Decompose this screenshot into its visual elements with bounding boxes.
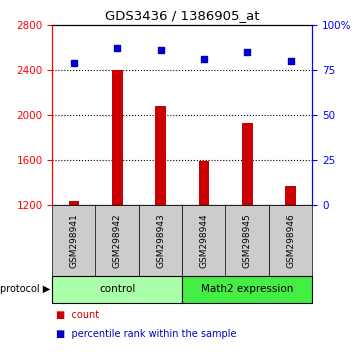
Bar: [69, 201, 79, 205]
Bar: [52, 205, 96, 276]
Text: GSM298942: GSM298942: [113, 213, 122, 268]
Title: GDS3436 / 1386905_at: GDS3436 / 1386905_at: [105, 9, 260, 22]
Text: GSM298946: GSM298946: [286, 213, 295, 268]
Text: GSM298944: GSM298944: [200, 213, 208, 268]
Text: ■  percentile rank within the sample: ■ percentile rank within the sample: [56, 329, 236, 339]
Bar: [242, 123, 253, 205]
Bar: [225, 205, 269, 276]
Point: [71, 60, 77, 65]
Bar: [269, 205, 312, 276]
Text: GSM298945: GSM298945: [243, 213, 252, 268]
Point: [288, 58, 293, 64]
Text: protocol ▶: protocol ▶: [0, 284, 50, 295]
Point: [244, 49, 250, 55]
Bar: [95, 205, 139, 276]
Bar: [285, 186, 296, 205]
Point: [158, 47, 164, 53]
Point: [114, 45, 120, 51]
Bar: [155, 106, 166, 205]
Text: control: control: [99, 284, 135, 295]
Text: GSM298941: GSM298941: [70, 213, 78, 268]
Bar: [199, 161, 209, 205]
Point: [201, 56, 207, 62]
Bar: [52, 276, 182, 303]
Text: Math2 expression: Math2 expression: [201, 284, 293, 295]
Bar: [139, 205, 182, 276]
Text: GSM298943: GSM298943: [156, 213, 165, 268]
Bar: [182, 276, 312, 303]
Text: ■  count: ■ count: [56, 310, 99, 320]
Bar: [182, 205, 226, 276]
Bar: [112, 70, 123, 205]
